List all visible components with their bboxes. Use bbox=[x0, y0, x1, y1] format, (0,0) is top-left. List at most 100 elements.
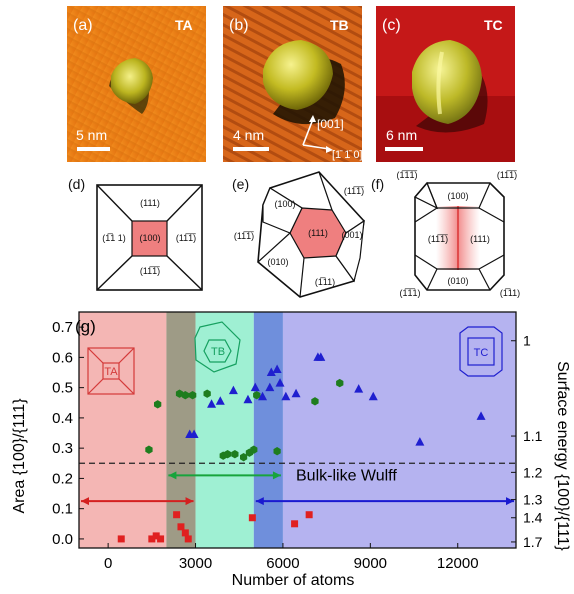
point-tb-4 bbox=[189, 391, 197, 400]
point-tc-16 bbox=[354, 384, 364, 393]
y-tick-label-7: 0.7 bbox=[52, 319, 73, 336]
facet-f-right: (111) bbox=[470, 234, 490, 244]
y-tick-label-2: 0.2 bbox=[52, 470, 73, 487]
point-tb-9 bbox=[240, 453, 248, 462]
range-arrows bbox=[81, 471, 514, 506]
region-0 bbox=[79, 312, 167, 548]
y-tick-label-5: 0.5 bbox=[52, 380, 73, 397]
y-tick-label-1: 0.1 bbox=[52, 501, 73, 518]
point-tb-11 bbox=[250, 445, 258, 454]
schematic-e-label: (e) bbox=[232, 176, 249, 192]
point-ta-10 bbox=[305, 511, 313, 519]
ta-shape-icon-edge-3 bbox=[118, 378, 135, 395]
facet-f-tl: (1̅1̅1̅) bbox=[396, 170, 417, 180]
point-ta-5 bbox=[177, 523, 185, 531]
panel-b-label: (b) bbox=[229, 17, 249, 34]
wulff-label: Bulk-like Wulff bbox=[296, 467, 397, 484]
direction-arrow-110 bbox=[302, 144, 330, 150]
point-tc-3 bbox=[215, 396, 225, 405]
plot-frame bbox=[78, 311, 517, 549]
facet-schematics: (d) (111) (1̅1 1) (100) (11̅1̅) (11̅1̅) … bbox=[68, 170, 520, 298]
wulff-line-group: Bulk-like Wulff bbox=[79, 462, 516, 484]
y-tick-label-6: 0.6 bbox=[52, 349, 73, 366]
point-tc-18 bbox=[415, 437, 425, 446]
point-tc-12 bbox=[281, 391, 291, 401]
point-tc-17 bbox=[368, 391, 378, 401]
panel-b-tag: TB bbox=[330, 17, 349, 33]
point-tc-11 bbox=[275, 378, 285, 387]
point-tb-7 bbox=[223, 450, 232, 459]
tc-shape-label: TC bbox=[474, 347, 489, 359]
facet-e-bl: (010) bbox=[267, 257, 288, 267]
facet-e-left: (11̅1̅) bbox=[234, 231, 254, 241]
x-axis-title: Number of atoms bbox=[232, 572, 355, 589]
y-tick-label-4: 0.4 bbox=[52, 410, 73, 427]
x-tick-label-0: 0 bbox=[104, 555, 112, 572]
y-tick-label-3: 0.3 bbox=[52, 440, 73, 457]
y2-axis-title: Surface energy {100}/{111} bbox=[554, 361, 571, 551]
facet-e-right: (001) bbox=[341, 230, 362, 240]
panel-c-label: (c) bbox=[382, 17, 401, 34]
point-ta-0 bbox=[117, 535, 125, 543]
facet-e-br: (1̅11) bbox=[315, 277, 335, 287]
point-tb-3 bbox=[181, 391, 189, 400]
y2-tick-label-5: 1.7 bbox=[523, 534, 543, 550]
stm-image-a: (a) TA 5 nm bbox=[67, 6, 206, 162]
point-tb-12 bbox=[253, 391, 261, 400]
point-tc-2 bbox=[207, 399, 217, 408]
range-arrowhead-right-0 bbox=[185, 497, 194, 506]
area-ratio-chart: Bulk-like Wulff TA TB TC 0 3000 6000 9000 1200… bbox=[11, 311, 571, 589]
point-tb-1 bbox=[154, 400, 162, 409]
facet-e-tr: (11̅1̅) bbox=[344, 186, 364, 196]
y-axis-title: Area {100}/{111} bbox=[11, 398, 28, 514]
x-tick-label-4: 12000 bbox=[437, 555, 479, 572]
region-1 bbox=[166, 312, 196, 548]
region-4 bbox=[282, 312, 516, 548]
direction-arrowhead-110 bbox=[326, 146, 333, 153]
x-tick-label-2: 6000 bbox=[266, 555, 299, 572]
point-tc-19 bbox=[476, 411, 486, 420]
axes: 0 3000 6000 9000 12000 0.0 0.1 0.2 0.3 0.4 0.5 0.6 0… bbox=[52, 311, 543, 572]
point-tc-7 bbox=[258, 391, 268, 401]
tb-shape-label: TB bbox=[211, 346, 225, 358]
range-arrowhead-left-2 bbox=[255, 497, 264, 506]
point-tc-5 bbox=[243, 394, 253, 404]
schematic-d-center-facet bbox=[131, 220, 168, 257]
facet-f-br: (1̅11) bbox=[500, 288, 520, 298]
shape-icons: TA TB TC bbox=[87, 321, 503, 395]
point-tb-0 bbox=[145, 445, 153, 454]
point-tb-14 bbox=[311, 397, 319, 406]
schematic-f-label: (f) bbox=[371, 176, 384, 192]
facet-d-top: (111) bbox=[140, 198, 160, 208]
facet-f-top: (100) bbox=[447, 191, 468, 201]
ta-shape-label: TA bbox=[104, 366, 118, 378]
stm-panel-c: (c) TC 6 nm bbox=[376, 6, 515, 162]
stm-panel-a: (a) TA 5 nm bbox=[67, 6, 206, 162]
facet-f-bottom: (010) bbox=[447, 276, 468, 286]
point-tb-13 bbox=[273, 447, 281, 456]
range-arrowhead-left-1 bbox=[168, 471, 177, 480]
point-ta-1 bbox=[148, 535, 156, 543]
point-tb-2 bbox=[175, 389, 184, 398]
y2-tick-label-1: 1.1 bbox=[523, 428, 543, 444]
point-tc-13 bbox=[291, 388, 301, 398]
point-tb-8 bbox=[231, 450, 239, 459]
point-tc-15 bbox=[316, 352, 326, 361]
ta-shape-icon-edge-1 bbox=[118, 347, 135, 364]
facet-e-tl: (100) bbox=[274, 199, 295, 209]
point-ta-8 bbox=[248, 514, 256, 522]
schematic-d-label: (d) bbox=[68, 176, 85, 192]
direction-label-001: [001] bbox=[317, 117, 344, 131]
facet-f-left: (11̅1̅) bbox=[428, 234, 448, 244]
point-ta-4 bbox=[173, 511, 181, 519]
point-ta-9 bbox=[291, 520, 299, 528]
scale-label-c: 6 nm bbox=[386, 127, 417, 143]
facet-e-center: (111) bbox=[308, 228, 328, 238]
scale-label-b: 4 nm bbox=[233, 127, 264, 143]
x-tick-label-1: 3000 bbox=[179, 555, 212, 572]
point-ta-6 bbox=[181, 529, 189, 537]
point-tc-8 bbox=[265, 382, 275, 392]
ta-shape-icon bbox=[87, 347, 135, 395]
point-tc-10 bbox=[272, 364, 282, 373]
ta-shape-icon-edge-0 bbox=[87, 347, 104, 364]
